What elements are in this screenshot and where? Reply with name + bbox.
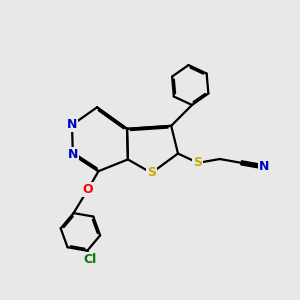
- Text: O: O: [82, 183, 93, 196]
- Text: S: S: [194, 156, 202, 170]
- Text: S: S: [147, 167, 156, 179]
- Text: N: N: [259, 160, 269, 173]
- Text: Cl: Cl: [84, 253, 97, 266]
- Text: N: N: [68, 148, 78, 161]
- Text: N: N: [67, 118, 77, 131]
